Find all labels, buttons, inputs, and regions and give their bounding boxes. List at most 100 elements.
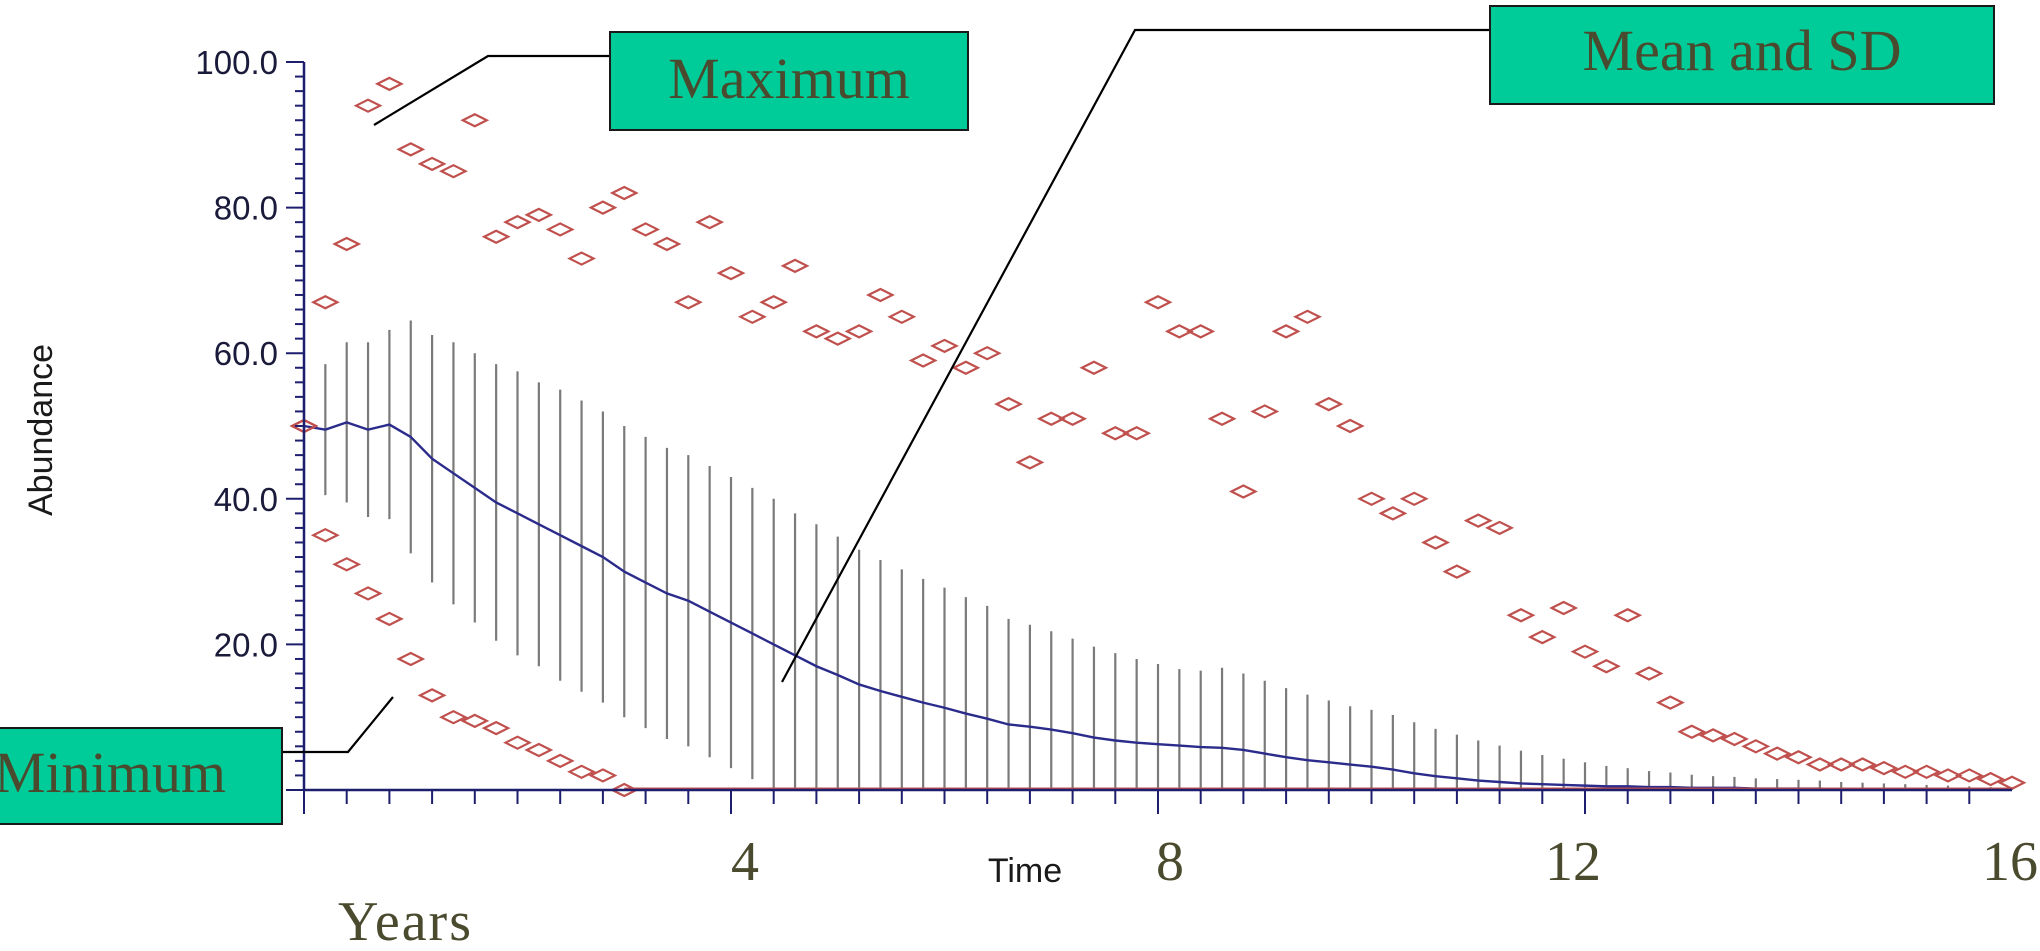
min-point	[289, 418, 319, 434]
max-point	[844, 324, 874, 339]
max-point	[673, 295, 703, 310]
maximum-callout-box	[609, 31, 969, 131]
max-point	[1869, 760, 1899, 776]
max-point	[1292, 309, 1322, 325]
minimum-callout-label: Minimum	[0, 740, 226, 805]
max-point	[1655, 695, 1685, 710]
min-point	[332, 557, 362, 572]
max-point	[695, 214, 725, 230]
max-point	[1570, 644, 1600, 659]
max-point	[1527, 629, 1557, 645]
max-point	[1228, 484, 1258, 499]
maximum-callout-label: Maximum	[668, 46, 910, 111]
max-point	[545, 222, 575, 237]
min-point	[396, 651, 426, 667]
min-point	[524, 742, 554, 758]
callouts: Maximum Mean and SD Minimum	[0, 5, 1995, 825]
max-point	[310, 295, 340, 310]
mean-sd-leader-line	[781, 28, 1490, 683]
min-point	[438, 709, 468, 725]
max-point	[374, 76, 404, 92]
minimum-leader-line	[280, 696, 394, 754]
maximum-series	[289, 76, 2027, 790]
x-tick-label: 12	[1545, 831, 1601, 893]
x-tick-label: 8	[1156, 831, 1184, 893]
max-point	[801, 324, 831, 339]
y-tick-label: 60.0	[214, 335, 278, 372]
y-tick-label: 20.0	[214, 626, 278, 663]
max-point	[930, 338, 959, 354]
y-tick-label: 100.0	[195, 44, 278, 81]
min-point	[353, 586, 383, 601]
max-point	[631, 222, 661, 237]
mean-sd-callout-label: Mean and SD	[1583, 18, 1902, 83]
max-point	[1634, 666, 1664, 681]
max-point	[908, 353, 938, 368]
mean-sd-callout-box	[1489, 5, 1995, 105]
axes: 100.0 80.0 60.0 40.0 20.0 4 8 12 16 Abundance Time…	[22, 44, 2038, 951]
max-point	[1463, 513, 1493, 528]
max-point	[1271, 324, 1301, 339]
min-point	[567, 764, 597, 780]
max-point	[1015, 455, 1045, 470]
max-point	[716, 265, 746, 281]
max-point	[737, 309, 767, 325]
max-point	[1698, 728, 1728, 743]
min-point	[310, 527, 340, 543]
max-point	[1442, 564, 1472, 579]
max-point	[609, 185, 639, 201]
max-point	[865, 287, 895, 303]
max-point	[1314, 396, 1344, 412]
max-point	[1954, 768, 1984, 783]
max-point	[460, 113, 490, 128]
max-point	[780, 258, 810, 274]
max-point	[1164, 324, 1194, 339]
y-tick-label: 80.0	[214, 190, 278, 227]
max-point	[1421, 535, 1451, 550]
max-point	[972, 345, 1002, 361]
max-point	[1143, 295, 1173, 310]
y-axis-title: Abundance	[22, 344, 60, 516]
max-point	[1485, 520, 1515, 536]
max-point	[1100, 426, 1130, 441]
max-point	[1997, 775, 2027, 790]
max-point	[1933, 768, 1963, 783]
sd-error-bars	[302, 320, 2014, 790]
max-point	[951, 360, 981, 375]
max-point	[1613, 608, 1643, 623]
max-point	[438, 163, 468, 179]
max-point	[1250, 404, 1280, 419]
max-point	[353, 98, 383, 113]
min-point	[588, 768, 618, 783]
max-point	[1036, 411, 1066, 426]
max-point	[652, 236, 682, 252]
maximum-leader-line	[373, 54, 610, 126]
max-point	[887, 309, 917, 325]
x-axis-title: Time	[988, 852, 1062, 890]
min-point	[503, 735, 532, 750]
max-point	[1762, 746, 1792, 761]
minimum-series	[289, 418, 2012, 798]
max-point	[1976, 771, 2006, 787]
max-point	[1741, 739, 1771, 754]
max-point	[503, 214, 532, 230]
min-point	[374, 611, 404, 627]
max-point	[1591, 659, 1621, 674]
max-point	[1186, 324, 1216, 339]
x-unit-label: Years	[338, 891, 473, 951]
min-point	[460, 713, 490, 729]
max-point	[759, 295, 789, 310]
min-point	[545, 753, 575, 769]
x-tick-label: 16	[1982, 831, 2038, 893]
max-point	[1335, 418, 1365, 434]
max-point	[481, 229, 511, 244]
max-point	[588, 200, 618, 215]
max-point	[1784, 750, 1813, 765]
max-point	[1058, 411, 1088, 426]
max-point	[1805, 757, 1835, 772]
max-point	[1357, 491, 1386, 507]
max-point	[1378, 506, 1408, 521]
max-point	[1207, 411, 1237, 426]
max-point	[994, 396, 1024, 412]
